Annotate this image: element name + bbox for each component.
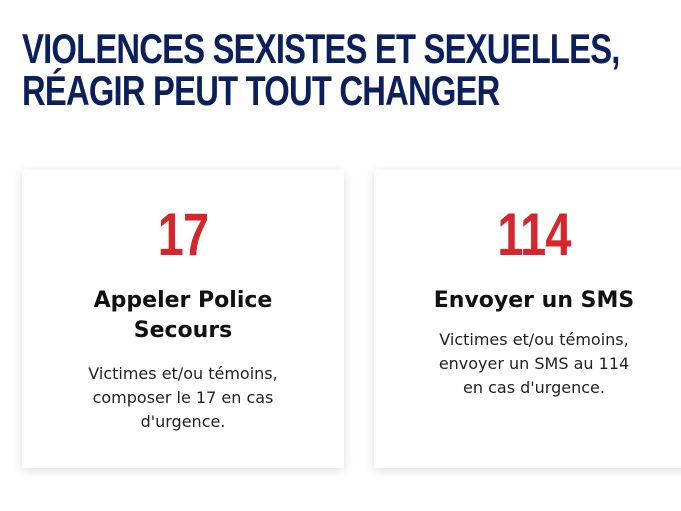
- card-description: Victimes et/ou témoins, envoyer un SMS a…: [438, 330, 630, 397]
- card-description: Victimes et/ou témoins, composer le 17 e…: [88, 364, 278, 431]
- emergency-number: 17: [157, 201, 209, 268]
- page-title-line-1: VIOLENCES SEXISTES ET SEXUELLES,: [22, 25, 620, 72]
- emergency-cards: 17 Appeler Police Secours Victimes et/ou…: [22, 170, 681, 470]
- card-title: Envoyer un SMS: [433, 288, 635, 313]
- card-title: Appeler Police Secours: [93, 288, 273, 343]
- page-title-line-2: RÉAGIR PEUT TOUT CHANGER: [22, 67, 500, 114]
- emergency-number: 114: [497, 201, 571, 268]
- page-title: VIOLENCES SEXISTES ET SEXUELLES, RÉAGIR …: [22, 28, 620, 114]
- card-police-secours: 17 Appeler Police Secours Victimes et/ou…: [22, 170, 344, 468]
- card-sms: 114 Envoyer un SMS Victimes et/ou témoin…: [374, 170, 681, 468]
